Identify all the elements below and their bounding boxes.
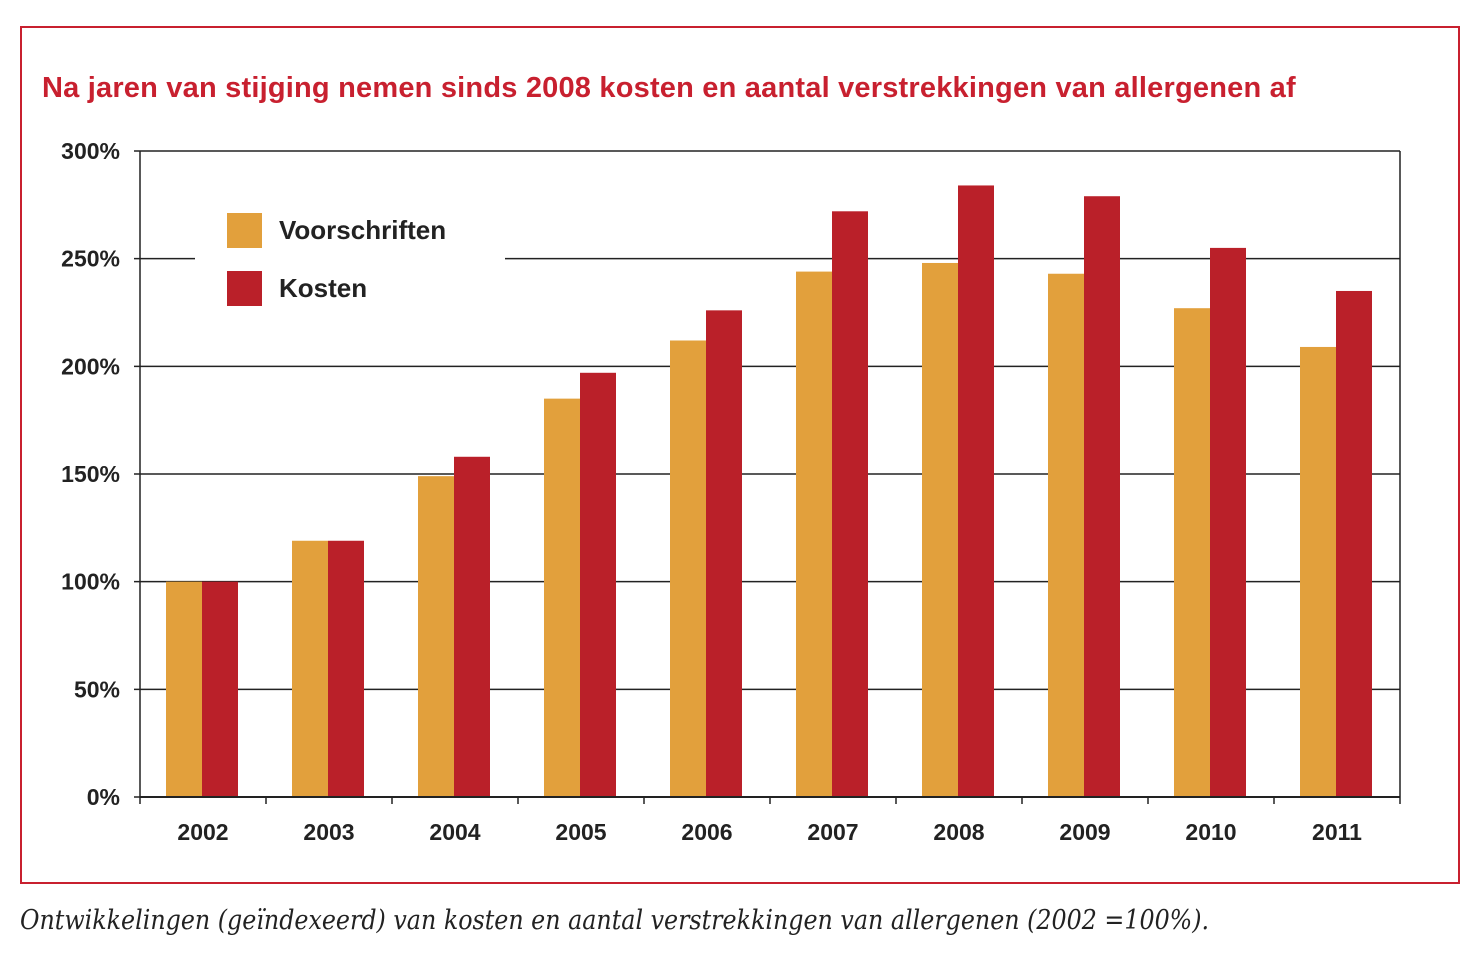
y-tick-label: 100%: [61, 569, 120, 595]
bar-voorschriften-2005: [544, 398, 580, 797]
y-tick-label: 50%: [74, 676, 120, 702]
chart-caption: Ontwikkelingen (geïndexeerd) van kosten …: [20, 905, 1210, 936]
legend-label-voorschriften: Voorschriften: [279, 215, 446, 245]
bar-kosten-2002: [202, 581, 238, 797]
x-tick-label: 2006: [681, 819, 732, 845]
bar-voorschriften-2009: [1048, 273, 1084, 797]
bar-voorschriften-2007: [796, 271, 832, 797]
bar-kosten-2011: [1336, 290, 1372, 797]
y-tick-label: 250%: [61, 246, 120, 272]
bar-kosten-2004: [454, 456, 490, 797]
x-tick-label: 2004: [429, 819, 480, 845]
x-tick-label: 2003: [303, 819, 354, 845]
y-tick-label: 150%: [61, 461, 120, 487]
bar-voorschriften-2006: [670, 340, 706, 797]
bar-voorschriften-2008: [922, 262, 958, 797]
y-tick-label: 200%: [61, 353, 120, 379]
bar-kosten-2006: [706, 310, 742, 797]
bar-voorschriften-2010: [1174, 308, 1210, 797]
y-tick-label: 300%: [61, 138, 120, 164]
chart-title: Na jaren van stijging nemen sinds 2008 k…: [42, 72, 1296, 104]
bar-kosten-2008: [958, 185, 994, 797]
bar-kosten-2007: [832, 211, 868, 797]
bar-voorschriften-2011: [1300, 346, 1336, 797]
y-tick-label: 0%: [87, 784, 120, 810]
x-tick-label: 2011: [1312, 819, 1362, 845]
bar-kosten-2005: [580, 372, 616, 797]
legend-swatch-voorschriften: [227, 213, 262, 248]
x-tick-label: 2010: [1185, 819, 1236, 845]
bar-voorschriften-2002: [166, 581, 202, 797]
x-tick-label: 2005: [555, 819, 606, 845]
bar-voorschriften-2003: [292, 540, 328, 797]
x-tick-label: 2008: [933, 819, 984, 845]
chart-frame: [20, 26, 1460, 884]
bar-kosten-2003: [328, 540, 364, 797]
x-tick-label: 2002: [177, 819, 228, 845]
bar-voorschriften-2004: [418, 476, 454, 797]
bar-kosten-2009: [1084, 196, 1120, 798]
x-tick-label: 2009: [1059, 819, 1110, 845]
legend-swatch-kosten: [227, 271, 262, 306]
legend-label-kosten: Kosten: [279, 273, 367, 303]
x-tick-label: 2007: [807, 819, 858, 845]
bar-kosten-2010: [1210, 247, 1246, 797]
